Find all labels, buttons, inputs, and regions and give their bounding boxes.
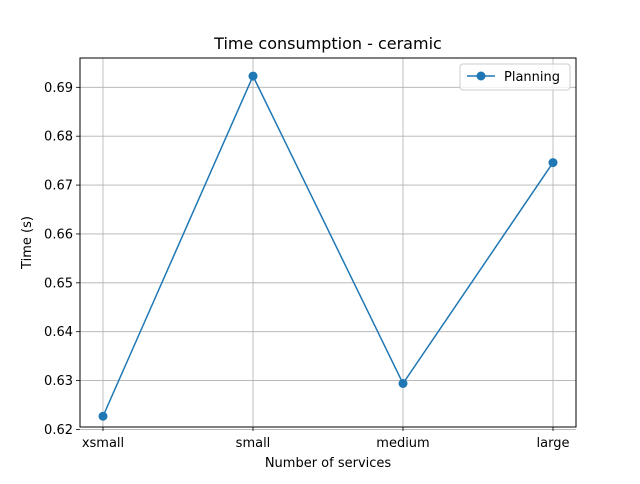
y-tick-label: 0.68 <box>44 130 73 145</box>
y-tick-label: 0.66 <box>44 227 73 242</box>
data-point-planning <box>398 379 408 389</box>
y-tick-label: 0.67 <box>44 179 73 194</box>
x-axis-label: Number of services <box>265 456 392 471</box>
x-tick-label: medium <box>376 436 429 451</box>
chart-title: Time consumption - ceramic <box>213 34 442 53</box>
data-point-planning <box>98 411 108 421</box>
plot-series-layer <box>98 71 558 421</box>
data-point-planning <box>548 158 558 168</box>
legend: Planning <box>459 63 571 91</box>
axes: xsmall small medium large 0.62 0.63 0.64 0.65 0.… <box>44 81 569 451</box>
series-line-planning <box>102 75 554 417</box>
y-tick-label: 0.63 <box>44 374 73 389</box>
legend-box <box>459 63 571 91</box>
legend-label: Planning <box>504 70 560 85</box>
y-tick-label: 0.65 <box>44 276 73 291</box>
legend-marker-swatch <box>476 71 486 81</box>
x-tick-label: small <box>236 436 271 451</box>
x-tick-label: xsmall <box>82 436 124 451</box>
y-tick-label: 0.62 <box>44 423 73 438</box>
y-tick-label: 0.69 <box>44 81 73 96</box>
plot-area-frame <box>79 57 577 428</box>
x-tick-label: large <box>537 436 570 451</box>
y-tick-label: 0.64 <box>44 325 73 340</box>
data-point-planning <box>248 71 258 81</box>
grid <box>80 58 576 430</box>
y-axis-label: Time (s) <box>20 216 35 270</box>
